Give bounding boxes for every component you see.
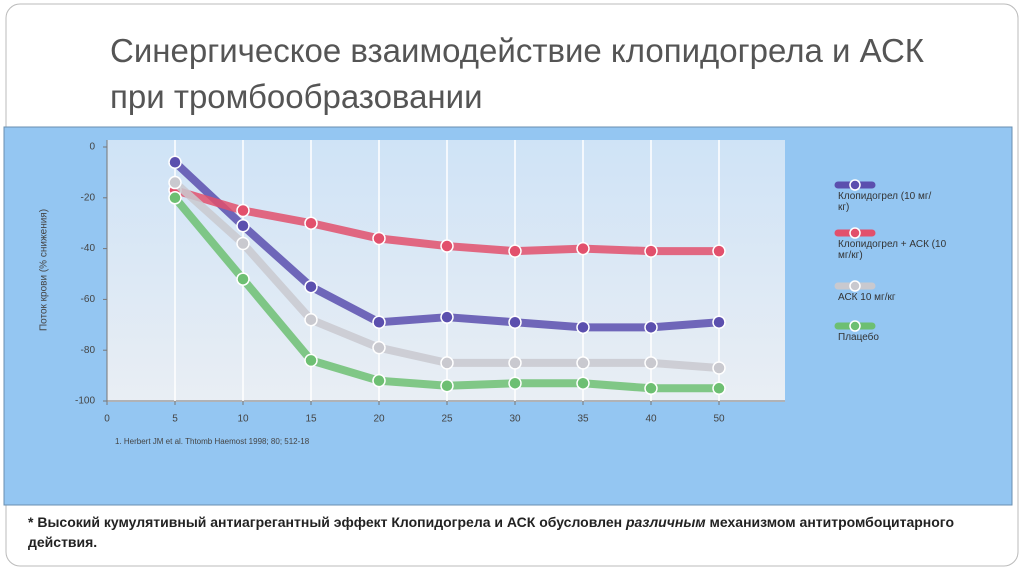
data-point: [304, 216, 318, 230]
y-tick-label: -20: [81, 192, 96, 203]
data-point: [508, 244, 522, 258]
data-point: [576, 320, 590, 335]
x-tick-label: 15: [305, 414, 317, 425]
legend-label: Клопидогрел + АСК (10 мг/кг): [838, 239, 947, 261]
x-tick-label: 30: [509, 414, 521, 425]
data-point: [236, 236, 250, 251]
x-tick-label: 40: [645, 414, 657, 425]
data-point: [644, 356, 658, 370]
x-tick-label: 5: [172, 414, 178, 425]
legend-label: Плацебо: [838, 332, 879, 343]
x-tick-label: 25: [441, 414, 453, 425]
data-point: [508, 356, 522, 370]
data-point: [372, 373, 386, 388]
y-tick-label: -60: [81, 294, 96, 305]
data-point: [168, 155, 182, 169]
data-point: [372, 231, 386, 246]
data-point: [644, 320, 658, 335]
data-point: [304, 312, 318, 327]
y-tick-label: -40: [81, 243, 96, 254]
slide-title: Синергическое взаимодействие клопидогрел…: [110, 32, 924, 115]
data-point: [712, 315, 726, 330]
footnote: * Высокий кумулятивный антиагрегантный э…: [28, 512, 998, 552]
data-point: [372, 315, 386, 330]
footnote-text: * Высокий кумулятивный антиагрегантный э…: [28, 514, 626, 530]
data-point: [304, 279, 318, 294]
data-point: [304, 353, 318, 368]
data-point: [440, 239, 454, 253]
data-point: [644, 244, 658, 258]
data-point: [644, 381, 658, 396]
y-tick-label: -100: [75, 396, 95, 407]
y-tick-label: -80: [81, 345, 96, 356]
y-tick-label: 0: [89, 142, 95, 153]
data-point: [168, 191, 182, 205]
data-point: [508, 315, 522, 330]
data-point: [168, 175, 182, 190]
data-point: [712, 244, 726, 258]
data-point: [440, 379, 454, 393]
x-tick-label: 35: [577, 414, 589, 425]
data-point: [236, 218, 250, 233]
legend-marker: [849, 227, 861, 239]
source-note: 1. Herbert JM et al. Thtomb Haemost 1998…: [115, 437, 310, 446]
y-axis-label: Поток крови (% снижения): [39, 209, 50, 331]
data-point: [712, 361, 726, 375]
data-point: [576, 356, 590, 370]
legend-marker: [849, 280, 861, 292]
footnote-text: механизмом антитромбоцитарного действия.: [28, 514, 954, 550]
data-point: [236, 203, 250, 218]
legend-marker: [849, 179, 861, 191]
x-tick-label: 50: [713, 414, 725, 425]
footnote-emphasis: различным: [625, 514, 706, 530]
data-point: [440, 356, 454, 370]
x-tick-label: 10: [237, 414, 249, 425]
x-tick-label: 0: [104, 414, 110, 425]
data-point: [576, 241, 590, 256]
legend-label: Клопидогрел (10 мг/кг): [838, 191, 932, 213]
data-point: [712, 381, 726, 396]
legend-label: АСК 10 мг/кг: [838, 292, 896, 303]
data-point: [440, 310, 454, 324]
data-point: [236, 272, 250, 286]
data-point: [576, 376, 590, 390]
data-point: [372, 340, 386, 355]
legend-marker: [849, 320, 861, 332]
data-point: [508, 376, 522, 390]
x-tick-label: 20: [373, 414, 385, 425]
